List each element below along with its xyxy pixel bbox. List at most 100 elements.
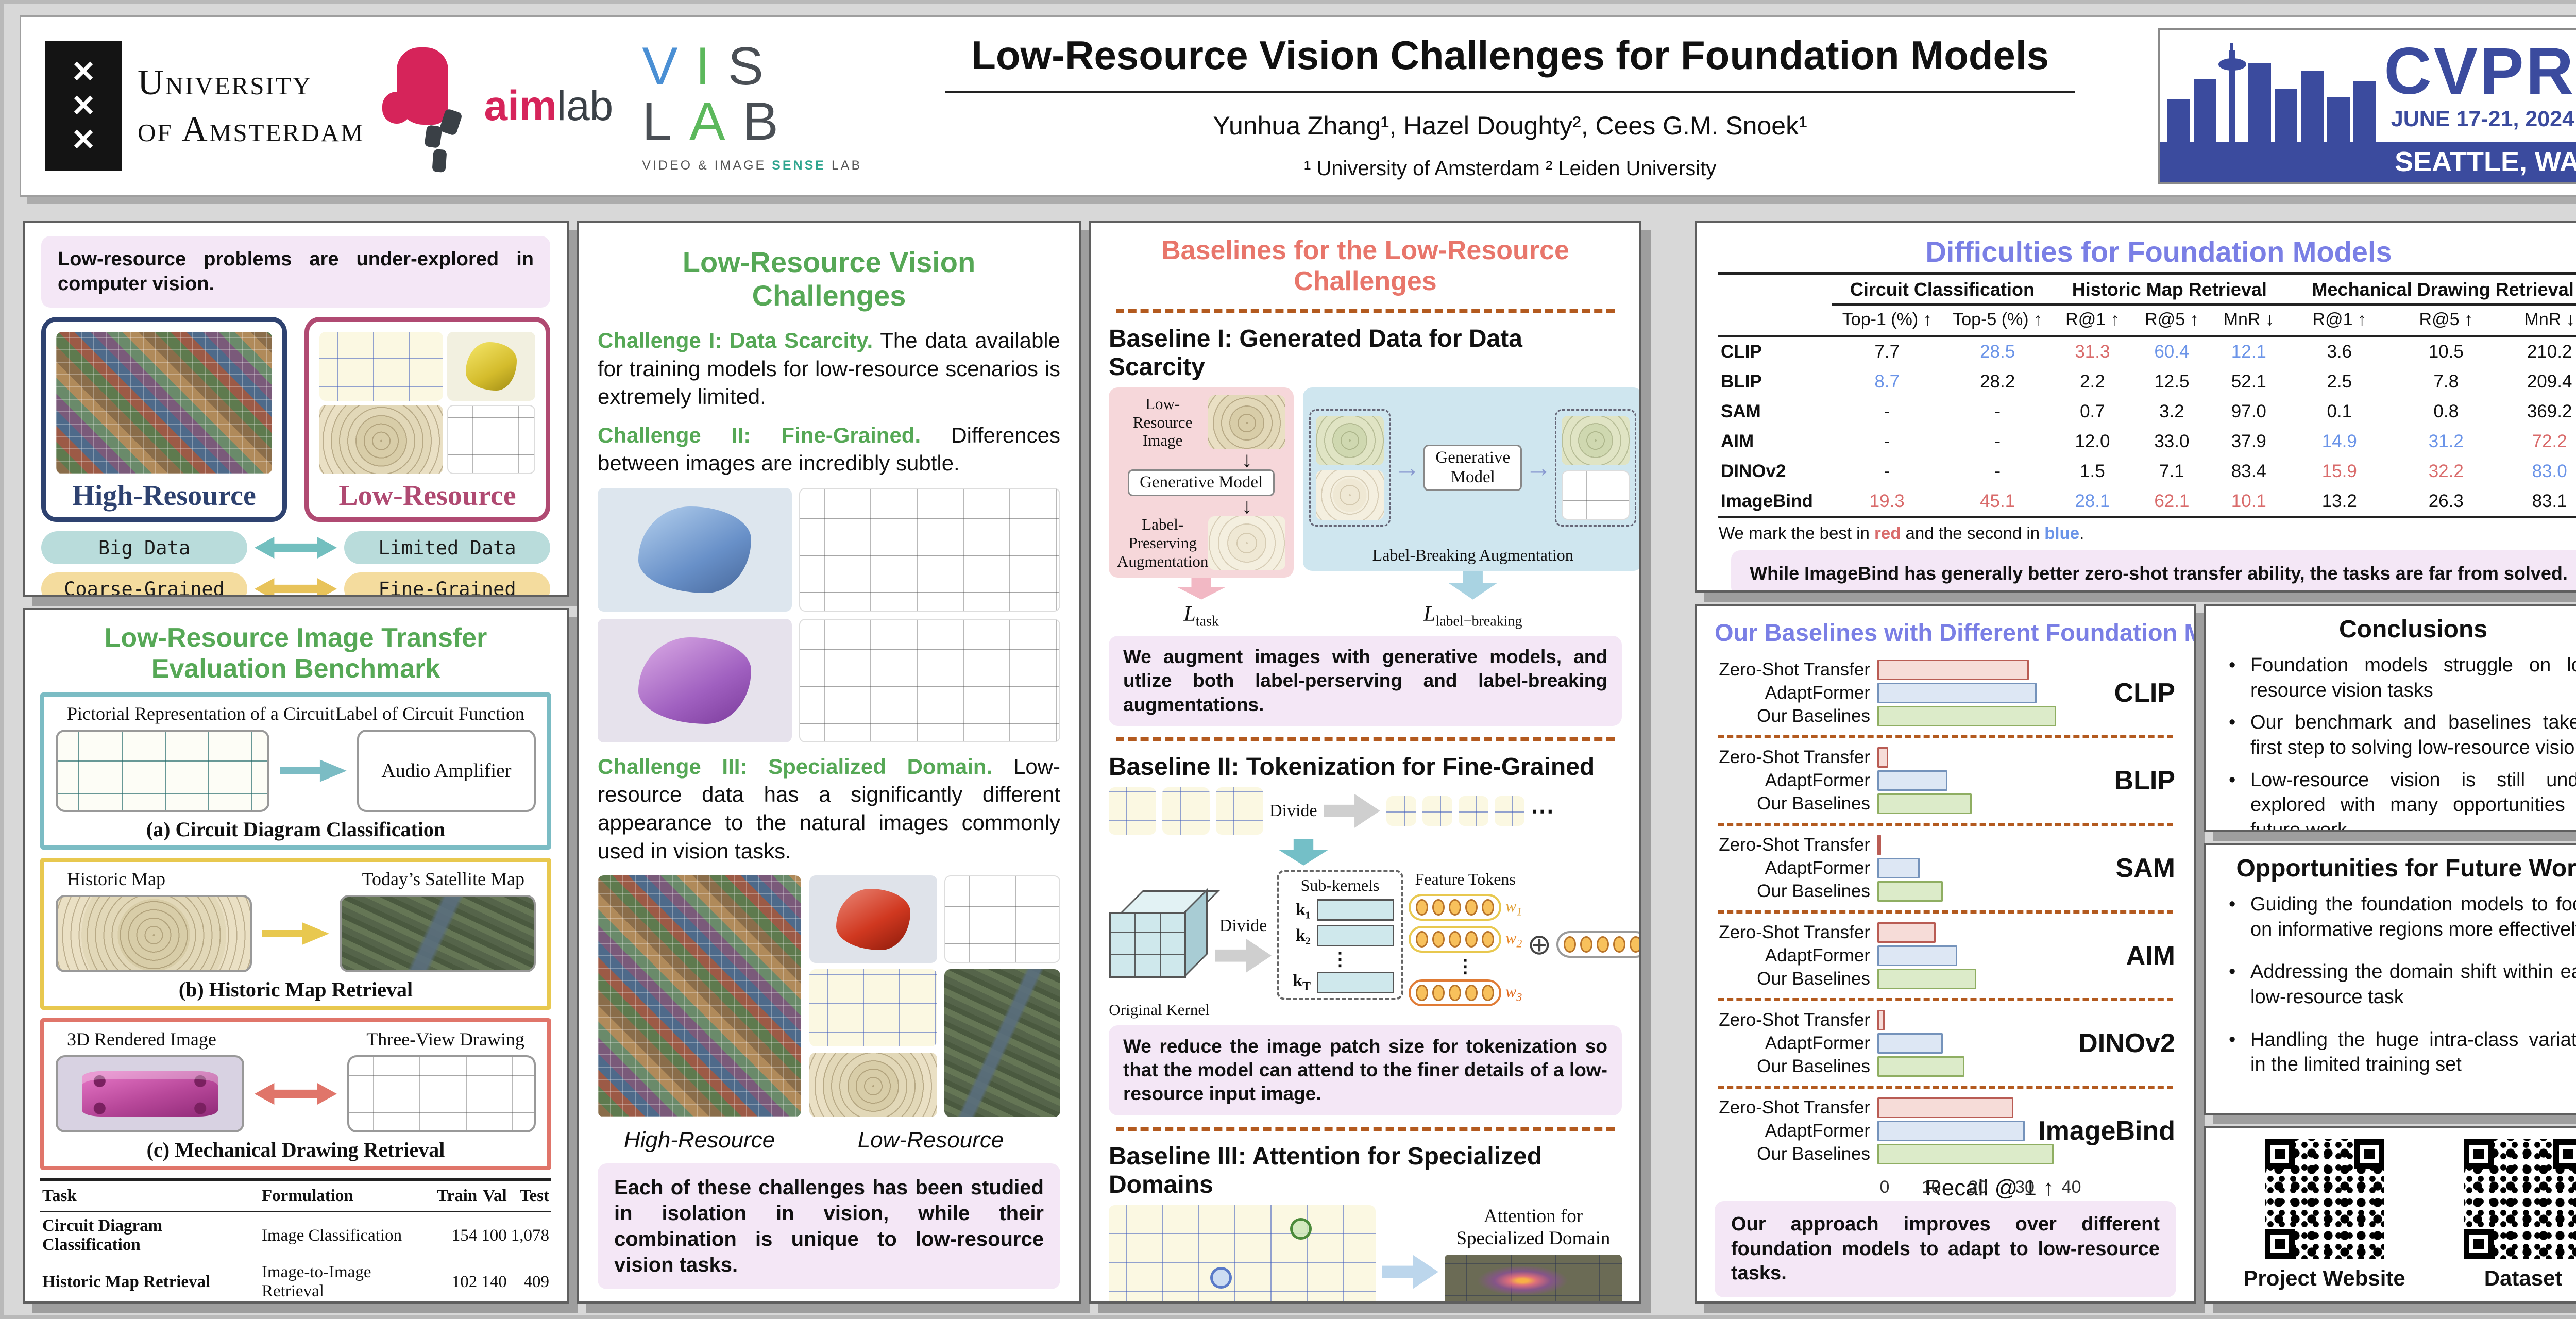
bar-track bbox=[1877, 1121, 2095, 1141]
group-mechanical-drawing-retrieval: Mechanical Drawing Retrieval bbox=[2286, 272, 2576, 306]
baseline-2-diagram: Divide ⋯ Original Kernel bbox=[1109, 787, 1639, 1019]
label-preserving-zone: Low-Resource Image ↓ Generative Model ↓ … bbox=[1109, 387, 1294, 578]
original-kernel-wrap: Original Kernel bbox=[1109, 870, 1220, 1019]
w-sub: 1 bbox=[1516, 904, 1522, 918]
intro-highlight: Low-resource problems are under-explored… bbox=[41, 236, 550, 308]
bar-series-label: AdaptFormer bbox=[1765, 1121, 1870, 1141]
chart-highlight: Our approach improves over different fou… bbox=[1715, 1201, 2176, 1297]
kernel-row: kT bbox=[1286, 971, 1394, 994]
token-line: w2 bbox=[1409, 925, 1522, 953]
space-needle bbox=[2218, 43, 2246, 146]
col-formulation: Formulation bbox=[259, 1178, 435, 1212]
dashed-divider bbox=[1718, 910, 2173, 914]
label-breaking-zone-wrap: → Generative Model → Label-Breaking Augm… bbox=[1303, 387, 1639, 630]
drawing-example bbox=[944, 875, 1060, 963]
qr-finder bbox=[2463, 1139, 2494, 1169]
uva-line2: of Amsterdam bbox=[138, 110, 365, 149]
bar-track bbox=[1877, 922, 2095, 943]
token-dot bbox=[1630, 936, 1639, 953]
axis-tick: 30 bbox=[2015, 1177, 2035, 1197]
teal-down-arrow-icon bbox=[1279, 838, 1328, 866]
bar-series-label: Our Baselines bbox=[1757, 881, 1870, 901]
pill-row-grain: Coarse-Grained Fine-Grained bbox=[41, 572, 550, 595]
empty-header bbox=[1718, 305, 1832, 337]
bar-row: AdaptFormer bbox=[1715, 1033, 2095, 1054]
k2-label: k₂ bbox=[1295, 925, 1311, 945]
dashed-divider bbox=[1718, 998, 2173, 1001]
bar-track bbox=[1877, 835, 2095, 855]
token-row bbox=[1409, 979, 1501, 1007]
table-note: We mark the best in red and the second i… bbox=[1719, 523, 2576, 543]
vislab-i: I bbox=[695, 37, 713, 97]
bar-row: Zero-Shot Transfer bbox=[1715, 922, 2095, 943]
table-row: Historic Map Retrieval Image-to-Image Re… bbox=[40, 1259, 551, 1301]
task-c-body bbox=[54, 1050, 538, 1138]
building bbox=[2194, 79, 2216, 146]
intro-panel: Low-resource problems are under-explored… bbox=[23, 221, 569, 597]
building bbox=[2275, 89, 2297, 146]
bar-track bbox=[1877, 858, 2095, 878]
group-name-ImageBind: ImageBind bbox=[2038, 1116, 2175, 1146]
building bbox=[2353, 81, 2376, 146]
bar-CLIP-Our Baselines bbox=[1877, 706, 2056, 726]
bar-CLIP-AdaptFormer bbox=[1877, 683, 2037, 703]
token-dot bbox=[1482, 931, 1494, 948]
ellipsis: ⋯ bbox=[1530, 797, 1554, 824]
w-base: w bbox=[1505, 928, 1517, 947]
metric-cell: 10.1 bbox=[2211, 486, 2286, 518]
metric-cell: 60.4 bbox=[2154, 342, 2190, 362]
feature-tokens-wrap: Feature Tokens w1 w2 ⋮ w3 bbox=[1409, 870, 1522, 1007]
bar-series-label: Our Baselines bbox=[1757, 969, 1870, 989]
pill-big-data: Big Data bbox=[41, 531, 247, 564]
col-task: Task bbox=[40, 1178, 260, 1212]
crest-x: ✕ bbox=[71, 55, 96, 89]
token-dot bbox=[1416, 899, 1428, 916]
bar-series-label: AdaptFormer bbox=[1765, 683, 1870, 703]
task-a-body: Audio Amplifier bbox=[54, 724, 538, 817]
poster-title: Low-Resource Vision Challenges for Found… bbox=[945, 32, 2075, 93]
example-captions: High-Resource Low-Resource bbox=[598, 1127, 1060, 1153]
vislab-s: S bbox=[727, 37, 766, 97]
model-name: CLIP bbox=[1721, 342, 1762, 362]
project-website-block: Project Website bbox=[2243, 1139, 2405, 1291]
cell-train: 102 bbox=[451, 1272, 478, 1291]
col-r1-md: R@1 ↑ bbox=[2286, 305, 2393, 337]
bar-series-label: Our Baselines bbox=[1757, 793, 1870, 814]
vislab-row2: L A B bbox=[642, 94, 781, 148]
low-resource-examples bbox=[809, 875, 1060, 1117]
loss-label-breaking: Llabel−breaking bbox=[1423, 602, 1522, 630]
model-name: AIM bbox=[1721, 431, 1754, 451]
right-arrow-icon: → bbox=[1394, 453, 1421, 483]
resource-comparison: High-Resource Low-Resource bbox=[41, 317, 550, 522]
bar-SAM-Our Baselines bbox=[1877, 881, 1943, 902]
low-resource-label: Low-Resource bbox=[338, 480, 516, 512]
cvpr-wordmark: CVPR bbox=[2384, 35, 2575, 108]
kernel-slab bbox=[1317, 899, 1394, 921]
metric-cell: 62.1 bbox=[2132, 486, 2212, 518]
task-c-right-header: Three-View Drawing bbox=[366, 1029, 524, 1050]
mechanical-drawing-thumb bbox=[447, 405, 535, 474]
grey-right-arrow-icon bbox=[1323, 793, 1380, 828]
bar-row: Our Baselines bbox=[1715, 793, 2095, 814]
high-resource-image-grid bbox=[56, 332, 272, 474]
header: ✕ ✕ ✕ University of Amsterdam aimlab V I S bbox=[20, 15, 2576, 197]
cell-train: 154 bbox=[451, 1226, 478, 1245]
challenge-1: Challenge I: Data Scarcity. The data ava… bbox=[598, 327, 1060, 411]
project-website-label: Project Website bbox=[2243, 1266, 2405, 1290]
baseline-1-title: Baseline I: Generated Data for Data Scar… bbox=[1109, 325, 1522, 381]
map-thumb bbox=[1316, 470, 1384, 520]
note-text: and the second in bbox=[1901, 523, 2045, 543]
satellite-example bbox=[944, 969, 1060, 1117]
divide-label: Divide bbox=[1269, 801, 1317, 820]
bar-row: Our Baselines bbox=[1715, 881, 2095, 902]
cvpr-city-band: SEATTLE, WA bbox=[2160, 142, 2576, 182]
crest-x: ✕ bbox=[71, 89, 96, 123]
attention-result-wrap: Attention for Specialized Domain Feature… bbox=[1444, 1205, 1622, 1301]
bar-row: AdaptFormer bbox=[1715, 683, 2095, 703]
table-row-DINOv2: DINOv2 - - 1.5 7.1 83.4 15.9 32.2 83.0 bbox=[1718, 456, 2576, 486]
bar-DINOv2-AdaptFormer bbox=[1877, 1033, 1943, 1054]
bar-row: Our Baselines bbox=[1715, 706, 2095, 726]
bar-series-label: AdaptFormer bbox=[1765, 1033, 1870, 1053]
chart-group-DINOv2: Zero-Shot Transfer AdaptFormer Our Baselin… bbox=[1715, 1002, 2176, 1085]
bar-row: Zero-Shot Transfer bbox=[1715, 747, 2095, 768]
